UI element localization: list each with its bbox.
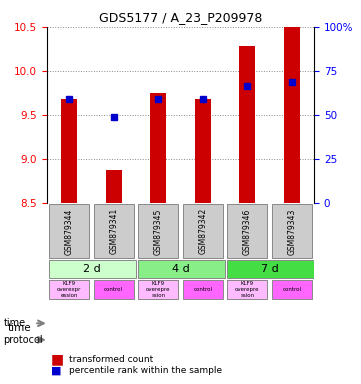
Title: GDS5177 / A_23_P209978: GDS5177 / A_23_P209978 [99,11,262,24]
Text: control: control [282,287,301,292]
FancyBboxPatch shape [49,280,89,299]
FancyBboxPatch shape [49,204,89,258]
Bar [195,99,210,203]
FancyBboxPatch shape [49,260,136,278]
FancyBboxPatch shape [183,280,223,299]
Text: 4 d: 4 d [171,265,190,275]
Text: control: control [193,287,212,292]
FancyBboxPatch shape [272,204,312,258]
Text: GSM879346: GSM879346 [243,208,252,255]
Text: control: control [104,287,123,292]
Bar [151,93,166,203]
Bar [106,170,122,203]
Text: GSM879341: GSM879341 [109,208,118,255]
FancyBboxPatch shape [138,260,225,278]
FancyBboxPatch shape [93,204,134,258]
Text: GSM879345: GSM879345 [154,208,163,255]
FancyBboxPatch shape [93,280,134,299]
Text: GSM879343: GSM879343 [287,208,296,255]
Text: protocol: protocol [4,335,43,345]
Text: KLF9
overexpr
ession: KLF9 overexpr ession [57,281,81,298]
FancyBboxPatch shape [227,260,314,278]
Text: GSM879342: GSM879342 [198,208,207,255]
FancyBboxPatch shape [227,280,267,299]
Bar [284,27,300,203]
Bar [61,99,77,203]
Text: time: time [4,318,26,328]
FancyBboxPatch shape [138,204,178,258]
FancyBboxPatch shape [183,204,223,258]
Text: GSM879344: GSM879344 [65,208,74,255]
FancyBboxPatch shape [227,204,267,258]
Text: time: time [7,323,31,333]
FancyBboxPatch shape [272,280,312,299]
Bar [239,46,255,203]
Text: ■: ■ [51,352,64,366]
Text: 7 d: 7 d [261,265,278,275]
Text: 2 d: 2 d [83,265,100,275]
Text: KLF9
overepre
ssion: KLF9 overepre ssion [146,281,170,298]
Text: percentile rank within the sample: percentile rank within the sample [69,366,222,375]
Text: KLF9
overepre
ssion: KLF9 overepre ssion [235,281,260,298]
FancyBboxPatch shape [138,280,178,299]
Text: ■: ■ [51,366,61,376]
Text: transformed count: transformed count [69,354,153,364]
